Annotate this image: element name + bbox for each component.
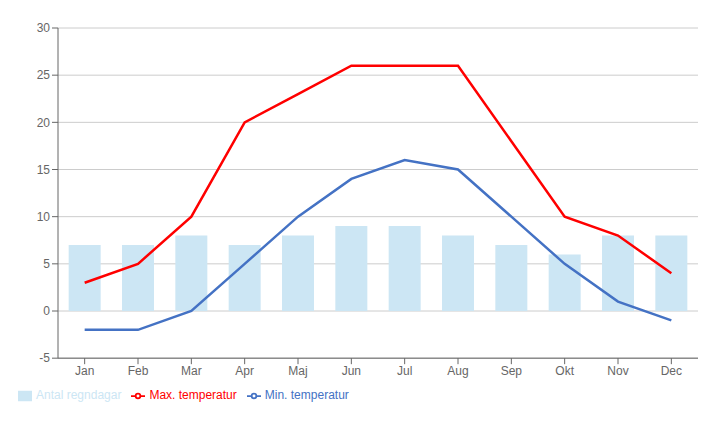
svg-text:0: 0: [43, 304, 50, 318]
svg-text:Feb: Feb: [128, 364, 149, 378]
svg-text:Dec: Dec: [661, 364, 682, 378]
svg-text:Okt: Okt: [555, 364, 574, 378]
svg-text:20: 20: [37, 116, 51, 130]
svg-text:Sep: Sep: [501, 364, 523, 378]
svg-text:30: 30: [37, 21, 51, 35]
svg-text:-5: -5: [39, 351, 50, 365]
svg-text:Jun: Jun: [342, 364, 361, 378]
svg-text:Apr: Apr: [235, 364, 254, 378]
html-text:Max. temperatur: Max. temperatur: [149, 388, 237, 403]
svg-text:5: 5: [43, 257, 50, 271]
svg-text:15: 15: [37, 163, 51, 177]
svg-text:10: 10: [37, 210, 51, 224]
svg-text:Mar: Mar: [181, 364, 202, 378]
html-text:Min. temperatur: Min. temperatur: [264, 388, 349, 403]
svg-text:25: 25: [37, 68, 51, 82]
html-text:Antal regndagar: Antal regndagar: [36, 388, 122, 403]
svg-text:Aug: Aug: [447, 364, 468, 378]
svg-text:Nov: Nov: [607, 364, 628, 378]
svg-text:Maj: Maj: [288, 364, 307, 378]
svg-text:Jan: Jan: [75, 364, 94, 378]
svg-text:Jul: Jul: [397, 364, 412, 378]
